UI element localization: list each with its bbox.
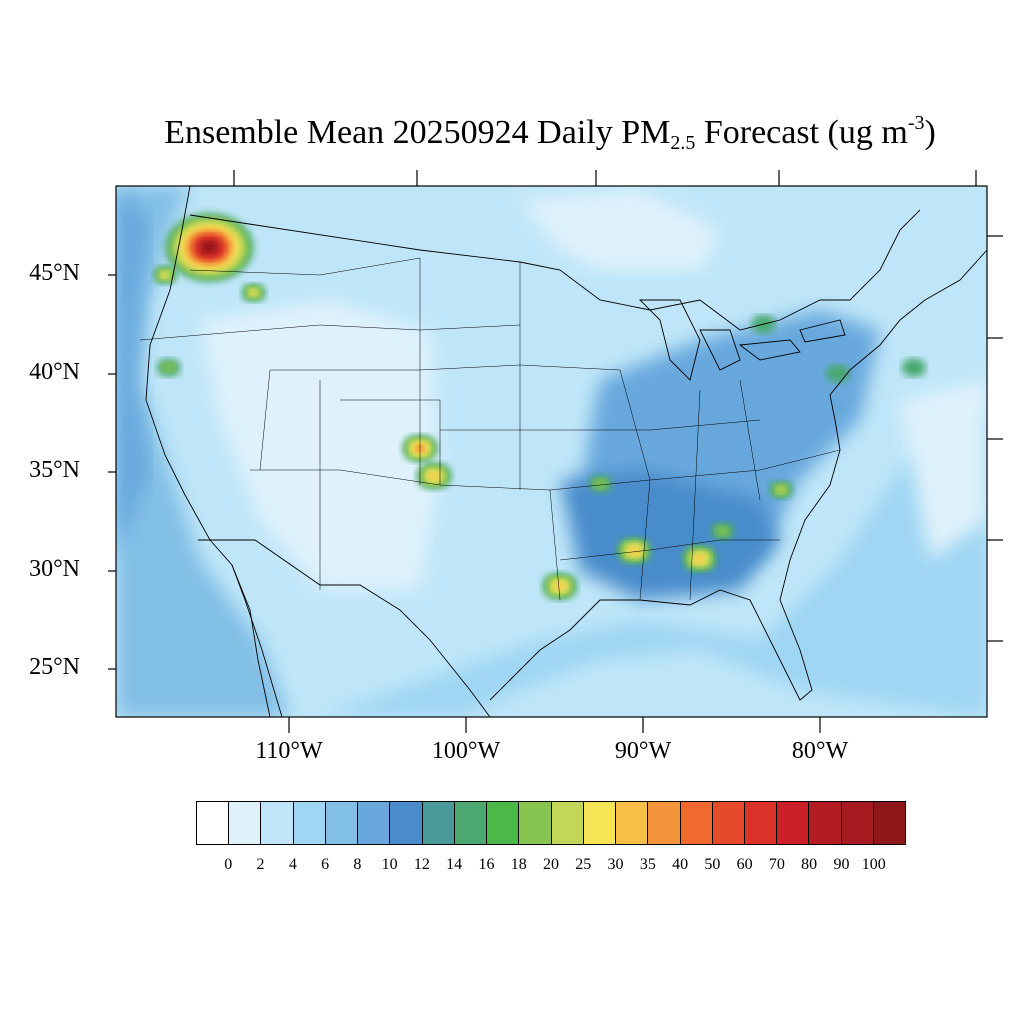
atlantic-clean-field	[900, 380, 987, 560]
hotspot-pennsylvania	[825, 364, 850, 383]
colorbar-tick-label: 2	[256, 856, 265, 873]
hotspot-tx-panhandle-south	[429, 472, 439, 480]
colorbar-tick-label: 12	[413, 856, 430, 873]
canada-border	[189, 209, 921, 331]
atlantic-coastline	[779, 249, 987, 601]
hotspot-louisiana-west	[555, 582, 565, 590]
west-coastline	[145, 186, 283, 717]
hotspot-layer	[153, 213, 926, 600]
hotspot-pacific-northwest	[202, 242, 217, 253]
colorbar-swatch	[487, 802, 520, 844]
colorbar-tick-label: 8	[353, 856, 362, 873]
colorbar-swatch	[293, 802, 326, 844]
pacific-coast-field	[116, 186, 150, 560]
hotspot-arkansas	[593, 478, 608, 490]
pacific-ocean-field	[116, 186, 290, 717]
colorbar-tick-label: 90	[833, 856, 850, 873]
colorbar-tick-label: 20	[543, 856, 559, 873]
hotspot-idaho	[249, 289, 258, 296]
lat-label-30n: 30°N	[29, 556, 80, 582]
gulf-coastline	[489, 589, 813, 701]
colorbar-tick-label: 35	[639, 856, 656, 873]
colorbar-swatch	[229, 802, 262, 844]
map-ticks	[108, 170, 1003, 733]
lat-label-40n: 40°N	[29, 359, 80, 385]
colorbar-swatch	[583, 802, 617, 844]
colorbar-swatch	[519, 802, 552, 844]
colorbar-swatch	[744, 802, 778, 844]
colorbar-swatch	[841, 802, 874, 844]
colorbar-swatch	[390, 802, 423, 844]
lat-label-45n: 45°N	[29, 260, 80, 286]
lat-label-25n: 25°N	[29, 654, 80, 680]
hotspot-georgia	[715, 525, 730, 537]
southeast-field	[560, 470, 780, 600]
colorbar-swatch	[648, 802, 681, 844]
colorbar-swatch	[261, 802, 294, 844]
colorbar-tick-label: 10	[381, 856, 398, 873]
colorbar-tick-label: 16	[478, 856, 495, 873]
hotspot-mississippi	[629, 547, 639, 555]
colorbar-swatch	[197, 802, 230, 844]
colorbar-swatch	[873, 802, 906, 844]
lon-label-100w: 100°W	[431, 738, 501, 764]
colorbar-tick-label: 50	[704, 856, 721, 873]
colorbar-tick-label: 4	[288, 856, 297, 873]
lon-label-90w: 90°W	[614, 738, 672, 764]
mexico-border	[198, 539, 491, 717]
colorbar-swatch	[325, 802, 359, 844]
colorbar-tick-label: 40	[672, 856, 689, 873]
colorbar-tick-label: 0	[224, 856, 233, 873]
colorbar-swatch	[712, 802, 745, 844]
colorbar-swatch	[680, 802, 713, 844]
lat-label-35n: 35°N	[29, 457, 80, 483]
colorbar-swatch	[551, 802, 584, 844]
gulf-atlantic-field	[320, 400, 987, 717]
hotspot-new-jersey	[901, 358, 926, 377]
lon-label-80w: 80°W	[791, 738, 849, 764]
map-frame	[115, 185, 988, 718]
map-title: Ensemble Mean 20250924 Daily PM2.5 Forec…	[164, 112, 936, 154]
colorbar-swatch	[422, 802, 455, 844]
hotspot-alabama	[694, 554, 705, 563]
hotspot-south-carolina	[775, 485, 787, 494]
colorbar-tick-label: 30	[607, 856, 624, 873]
colorbar-swatch	[777, 802, 810, 844]
colorbar-tick-label: 80	[801, 856, 818, 873]
colorbar-tick-label: 6	[321, 856, 330, 873]
colorbar-swatch	[809, 802, 842, 844]
colorbar-tick-label: 60	[736, 856, 753, 873]
colorbar-tick-label: 18	[510, 856, 527, 873]
colorbar-tick-label: 100	[861, 856, 886, 873]
boundaries	[139, 186, 987, 717]
lon-label-110w: 110°W	[255, 738, 323, 764]
colorbar-swatch	[454, 802, 488, 844]
great-lakes	[638, 299, 846, 381]
colorbar-swatch	[616, 802, 649, 844]
canada-clean-field	[520, 190, 720, 270]
baja-coastline	[231, 564, 271, 717]
colorbar-tick-label: 70	[768, 856, 785, 873]
colorbar-tick-label: 14	[446, 856, 463, 873]
colorbar-tick-label: 25	[575, 856, 592, 873]
colorbar	[196, 801, 906, 845]
pm25-field	[116, 186, 987, 717]
hotspot-nevada	[161, 361, 176, 374]
colorbar-swatch	[358, 802, 391, 844]
hotspot-wa-or-coast	[161, 271, 170, 279]
